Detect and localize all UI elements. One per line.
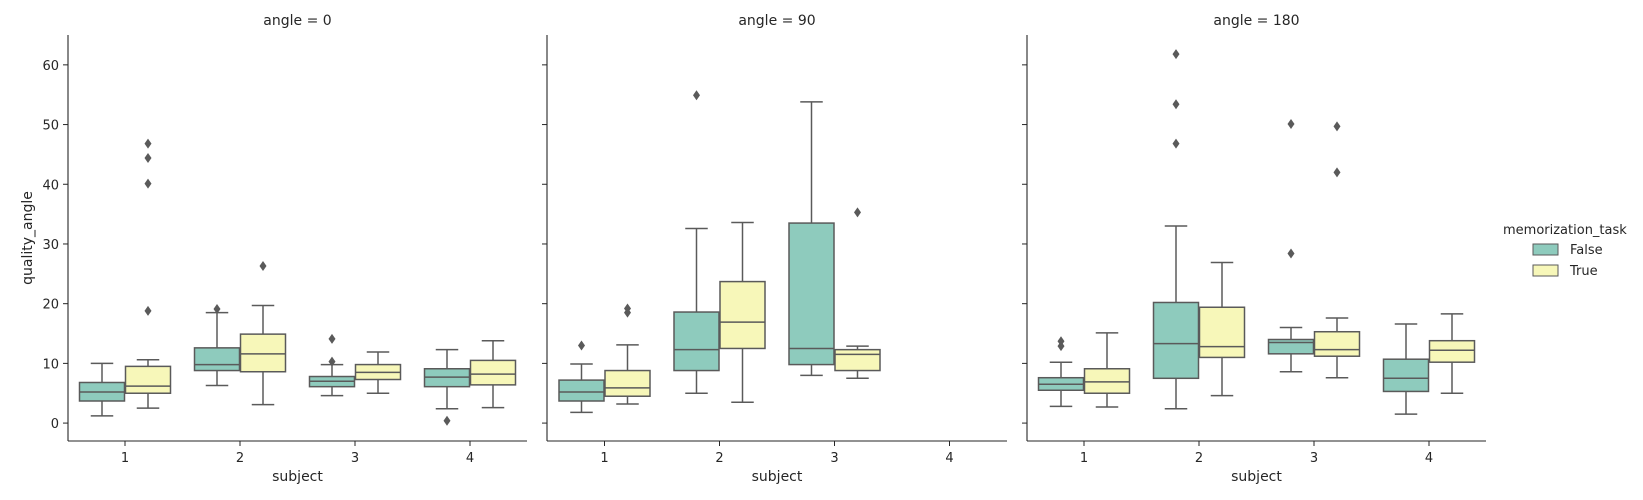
facet-panel-1: angle = 0 0 10 20 30 40 50 60 1 2 3 4 subject xyxy=(42,13,527,485)
y-tick-label: 20 xyxy=(42,298,59,313)
legend-title: memorization_task xyxy=(1503,223,1627,238)
box-subject-1-false xyxy=(78,362,126,417)
outlier-point xyxy=(854,207,861,218)
box-subject-4-true xyxy=(469,339,517,409)
y-tick-label: 60 xyxy=(42,59,59,74)
outlier-point xyxy=(1172,99,1180,110)
box-subject-2-true xyxy=(239,261,287,406)
x-tick-label: 2 xyxy=(236,451,244,466)
iqr-box xyxy=(1267,338,1315,355)
box-subject-1-false xyxy=(558,340,605,414)
outlier-point xyxy=(624,303,631,314)
outlier-point xyxy=(1057,336,1065,347)
panel-title: angle = 0 xyxy=(263,13,331,29)
legend-label-true: True xyxy=(1569,264,1598,279)
y-tick-label: 40 xyxy=(42,178,59,193)
facet-panel-2: angle = 90 1 2 3 4 subject xyxy=(542,13,1007,485)
y-tick-label: 0 xyxy=(51,417,59,432)
outlier-point xyxy=(443,415,451,426)
y-tick-label: 10 xyxy=(42,357,59,372)
box-subject-1-false xyxy=(1037,336,1085,408)
iqr-box xyxy=(673,311,720,372)
x-tick-label: 4 xyxy=(1425,451,1433,466)
iqr-box xyxy=(788,222,835,366)
outlier-point xyxy=(1333,121,1341,132)
x-tick-label: 3 xyxy=(351,451,359,466)
x-tick-label: 1 xyxy=(600,451,608,466)
iqr-box xyxy=(124,365,172,394)
y-tick-label: 30 xyxy=(42,238,59,253)
outlier-point xyxy=(1172,138,1180,149)
box-subject-1-true xyxy=(1083,332,1131,408)
box-subject-2-false xyxy=(193,304,241,387)
iqr-box xyxy=(239,333,287,373)
x-axis-label: subject xyxy=(272,469,323,485)
x-axis-label: subject xyxy=(1231,469,1282,485)
box-subject-3-false xyxy=(1267,118,1315,373)
box-subject-4-false xyxy=(1382,323,1430,415)
iqr-box xyxy=(1428,339,1476,363)
iqr-box xyxy=(719,280,766,350)
box-subject-2-true xyxy=(719,221,766,403)
legend-swatch-false xyxy=(1532,243,1559,256)
iqr-box xyxy=(1083,368,1131,394)
outlier-point xyxy=(693,90,700,101)
box-subject-2-false xyxy=(1152,49,1200,410)
outlier-point xyxy=(213,304,221,315)
box-subject-3-false xyxy=(308,333,356,397)
outlier-point xyxy=(144,152,152,163)
y-tick-label: 50 xyxy=(42,119,59,134)
panel-title: angle = 180 xyxy=(1213,13,1299,29)
outlier-point xyxy=(328,356,336,367)
box-subject-1-true xyxy=(604,303,651,405)
outlier-point xyxy=(328,333,336,344)
outlier-point xyxy=(1287,248,1295,259)
iqr-box xyxy=(604,369,651,397)
iqr-box xyxy=(558,379,605,402)
legend-label-false: False xyxy=(1570,243,1603,258)
box-subject-3-true xyxy=(354,351,402,394)
box-subject-3-true xyxy=(1313,121,1361,379)
iqr-box xyxy=(1382,358,1430,393)
outlier-point xyxy=(144,138,152,149)
y-axis-label: quality_angle xyxy=(20,191,36,285)
iqr-box xyxy=(469,359,517,386)
outlier-point xyxy=(144,178,152,189)
x-tick-label: 1 xyxy=(121,451,129,466)
iqr-box xyxy=(1198,306,1246,359)
box-subject-4-false xyxy=(423,348,471,426)
iqr-box xyxy=(1152,301,1200,380)
panel-title: angle = 90 xyxy=(738,13,815,29)
outlier-point xyxy=(144,305,152,316)
legend: memorization_task False True xyxy=(1503,223,1627,279)
box-subject-2-true xyxy=(1198,261,1246,397)
box-subject-4-true xyxy=(1428,313,1476,394)
iqr-box xyxy=(1313,330,1361,357)
outlier-point xyxy=(1172,49,1180,60)
legend-swatch-true xyxy=(1532,264,1559,277)
outlier-point xyxy=(259,261,267,272)
x-tick-label: 3 xyxy=(830,451,838,466)
outlier-point xyxy=(578,340,585,351)
outlier-point xyxy=(1287,118,1295,129)
iqr-box xyxy=(834,348,881,372)
x-tick-label: 4 xyxy=(945,451,953,466)
box-subject-3-true xyxy=(834,207,881,380)
x-tick-label: 1 xyxy=(1080,451,1088,466)
x-tick-label: 2 xyxy=(715,451,723,466)
box-subject-1-true xyxy=(124,138,172,409)
facet-panel-3: angle = 180 1 2 3 4 subject xyxy=(1022,13,1486,485)
iqr-box xyxy=(193,347,241,372)
x-axis-label: subject xyxy=(752,469,803,485)
outlier-point xyxy=(1333,167,1341,178)
x-tick-label: 4 xyxy=(466,451,474,466)
box-subject-2-false xyxy=(673,90,720,394)
box-subject-3-false xyxy=(788,101,835,377)
x-tick-label: 3 xyxy=(1310,451,1318,466)
x-tick-label: 2 xyxy=(1195,451,1203,466)
